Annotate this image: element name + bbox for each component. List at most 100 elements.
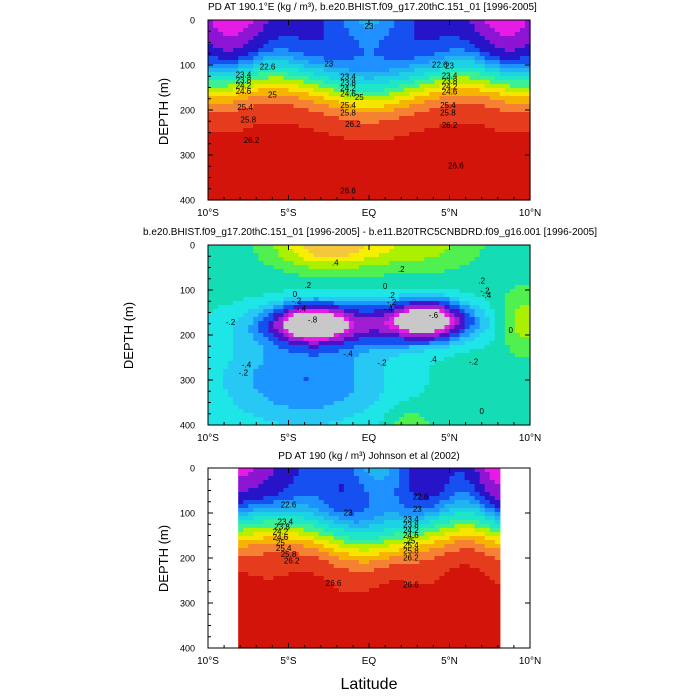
field-cell	[439, 136, 446, 141]
field-cell	[238, 44, 244, 49]
field-cell	[434, 309, 441, 314]
field-cell	[414, 353, 420, 358]
field-cell	[369, 144, 375, 149]
field-cell	[389, 357, 395, 362]
field-cell	[278, 148, 285, 153]
field-cell	[238, 405, 244, 410]
field-cell	[333, 325, 340, 330]
field-cell	[363, 76, 370, 81]
field-cell	[464, 44, 471, 49]
field-cell	[243, 60, 249, 65]
field-cell	[298, 417, 305, 422]
field-cell	[353, 20, 360, 25]
field-cell	[454, 44, 461, 49]
field-cell	[343, 349, 350, 354]
field-cell	[499, 64, 506, 69]
field-cell	[384, 136, 390, 141]
field-cell	[228, 164, 234, 169]
field-cell	[389, 245, 395, 250]
field-cell	[389, 28, 395, 33]
field-cell	[414, 365, 420, 370]
field-cell	[409, 48, 415, 53]
field-cell	[394, 156, 400, 161]
field-cell	[404, 301, 410, 306]
field-cell	[474, 160, 481, 165]
field-cell	[384, 349, 390, 354]
field-cell	[278, 341, 285, 346]
field-cell	[223, 269, 229, 274]
field-cell	[333, 120, 340, 125]
field-cell	[233, 365, 239, 370]
field-cell	[369, 277, 375, 282]
field-cell	[268, 136, 275, 141]
field-cell	[338, 40, 345, 45]
field-cell	[474, 108, 481, 113]
field-cell	[514, 120, 521, 125]
field-cell	[213, 192, 219, 197]
field-cell	[223, 393, 229, 398]
field-cell	[223, 144, 229, 149]
field-cell	[218, 329, 224, 334]
field-cell	[303, 32, 310, 37]
field-cell	[519, 148, 526, 153]
field-cell	[248, 64, 254, 69]
field-cell	[308, 281, 315, 286]
field-cell	[238, 128, 244, 133]
field-cell	[439, 52, 446, 57]
field-cell	[338, 317, 345, 322]
field-cell	[464, 96, 471, 101]
field-cell	[439, 401, 446, 406]
field-cell	[298, 164, 305, 169]
field-cell	[379, 409, 385, 414]
field-cell	[353, 176, 360, 181]
field-cell	[238, 401, 244, 406]
field-cell	[248, 40, 254, 45]
field-cell	[524, 180, 531, 185]
field-cell	[409, 369, 415, 374]
field-cell	[328, 152, 335, 157]
field-cell	[263, 32, 269, 37]
field-cell	[243, 305, 249, 310]
field-cell	[394, 397, 400, 402]
field-cell	[308, 188, 315, 193]
field-cell	[318, 108, 325, 113]
field-cell	[263, 409, 269, 414]
field-cell	[399, 277, 405, 282]
field-cell	[464, 28, 471, 33]
field-cell	[399, 349, 405, 354]
field-cell	[414, 413, 420, 418]
field-cell	[384, 333, 390, 338]
field-cell	[348, 84, 355, 89]
field-cell	[288, 249, 295, 254]
field-cell	[434, 313, 441, 318]
field-cell	[283, 317, 290, 322]
field-cell	[434, 285, 441, 290]
field-cell	[338, 365, 345, 370]
field-cell	[338, 128, 345, 133]
field-cell	[363, 72, 370, 77]
field-cell	[363, 188, 370, 193]
field-cell	[404, 104, 410, 109]
field-cell	[434, 36, 441, 41]
field-cell	[358, 393, 365, 398]
field-cell	[389, 132, 395, 137]
field-cell	[298, 128, 305, 133]
field-cell	[464, 76, 471, 81]
field-cell	[303, 373, 310, 378]
field-cell	[298, 100, 305, 105]
field-cell	[248, 397, 254, 402]
field-cell	[298, 345, 305, 350]
field-cell	[273, 265, 280, 270]
field-cell	[208, 184, 214, 189]
field-cell	[434, 397, 441, 402]
field-cell	[253, 72, 259, 77]
field-cell	[308, 176, 315, 181]
field-cell	[439, 108, 446, 113]
field-cell	[444, 44, 451, 49]
field-cell	[278, 381, 285, 386]
field-cell	[253, 305, 259, 310]
field-cell	[238, 309, 244, 314]
field-cell	[273, 36, 280, 41]
field-cell	[238, 28, 244, 33]
field-cell	[228, 64, 234, 69]
